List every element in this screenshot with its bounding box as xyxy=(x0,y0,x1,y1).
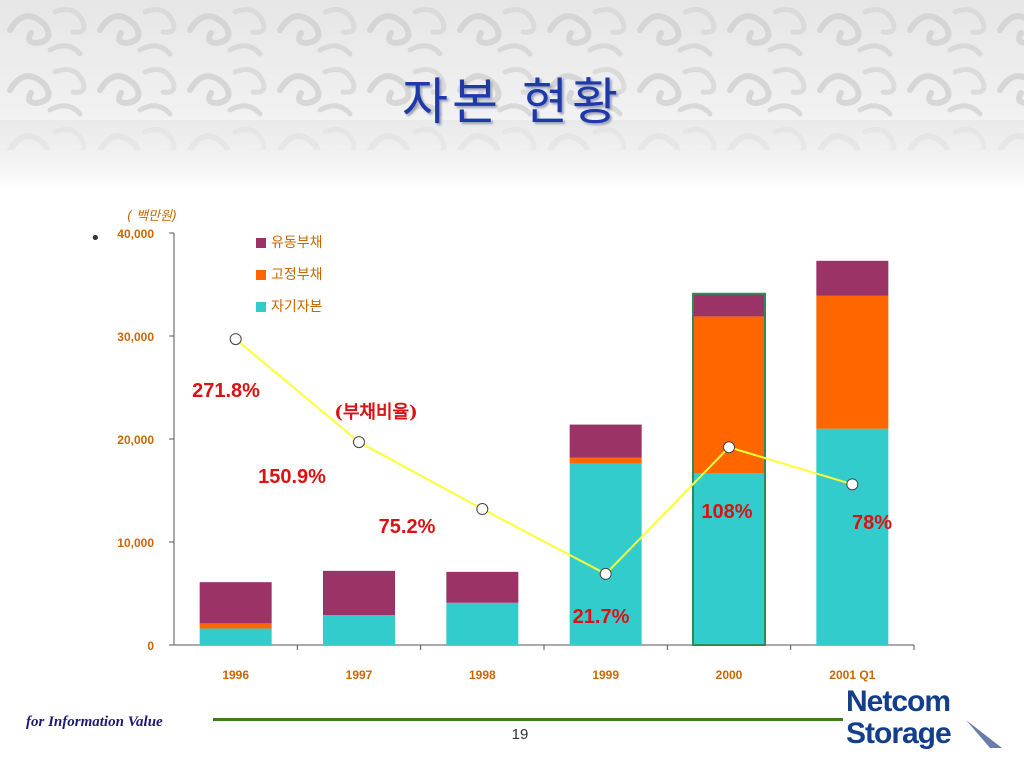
y-tick-label: 0 xyxy=(147,639,154,653)
footer-tagline: for Information Value xyxy=(26,714,163,730)
logo-text-netcom: Netcom xyxy=(846,685,951,718)
legend-swatch xyxy=(256,270,266,280)
debt-ratio-point xyxy=(723,441,735,454)
y-tick-label: 40,000 xyxy=(117,227,154,241)
y-tick-label: 30,000 xyxy=(117,330,154,344)
bar-highlight-frame xyxy=(692,292,766,646)
x-tick-label: 1998 xyxy=(469,668,496,682)
x-tick-label: 1997 xyxy=(346,668,373,682)
bar-segment xyxy=(323,570,395,616)
debt-ratio-label: 271.8% xyxy=(192,380,260,402)
netcom-storage-logo: Netcom Storage xyxy=(846,686,1006,756)
debt-ratio-line xyxy=(235,338,853,576)
capital-status-chart: 0 10,000 20,000 30,000 40,000 ( 백만원) 1996 1997 1… xyxy=(117,209,915,682)
bar-segment xyxy=(199,628,272,645)
unit-label: ( 백만원) xyxy=(127,209,177,224)
bar-segment xyxy=(569,463,642,645)
logo-swoosh-icon xyxy=(966,720,1002,748)
debt-ratio-label: 21.7% xyxy=(573,606,630,628)
bar-segment xyxy=(816,295,889,429)
y-tick-label: 20,000 xyxy=(117,433,154,447)
bar-segment xyxy=(816,260,889,296)
legend-label: 고정부채 xyxy=(271,267,323,283)
legend-label: 유동부채 xyxy=(271,235,323,251)
bar-segment xyxy=(816,428,889,645)
bar-segment xyxy=(199,582,272,624)
debt-ratio-point xyxy=(353,436,365,449)
debt-ratio-point xyxy=(476,503,489,516)
decorative-background-pattern xyxy=(0,0,1024,190)
debt-ratio-label: 75.2% xyxy=(379,516,436,538)
bar-segment xyxy=(446,602,519,645)
debt-ratio-label: 108% xyxy=(701,501,752,523)
legend-swatch xyxy=(256,302,266,312)
debt-ratio-point xyxy=(846,478,859,491)
legend-swatch xyxy=(256,238,266,248)
logo-text-storage: Storage xyxy=(846,717,952,750)
bar-segment xyxy=(199,623,272,629)
x-tick-label: 2001 Q1 xyxy=(829,668,875,682)
bar-segment xyxy=(693,293,765,317)
bar-segment xyxy=(446,571,519,603)
x-tick-label: 1996 xyxy=(222,668,249,682)
bar-segment xyxy=(569,424,642,458)
debt-ratio-series-name: (부채비율) xyxy=(334,402,417,423)
bullet-marker: • xyxy=(90,228,101,249)
y-tick-label: 10,000 xyxy=(117,536,154,550)
debt-ratio-label: 78% xyxy=(852,512,892,534)
debt-ratio-label: 150.9% xyxy=(258,466,326,488)
legend-label: 자기자본 xyxy=(271,299,323,315)
debt-ratio-point xyxy=(229,333,242,346)
page-number: 19 xyxy=(511,726,529,743)
slide-title: 자본 현황 xyxy=(402,73,622,131)
x-tick-label: 2000 xyxy=(716,668,743,682)
footer-divider xyxy=(213,718,843,721)
debt-ratio-point xyxy=(599,567,612,580)
bar-segment xyxy=(693,472,765,645)
x-tick-label: 1999 xyxy=(592,668,619,682)
bar-segment xyxy=(569,457,642,464)
bar-segment xyxy=(323,615,395,645)
